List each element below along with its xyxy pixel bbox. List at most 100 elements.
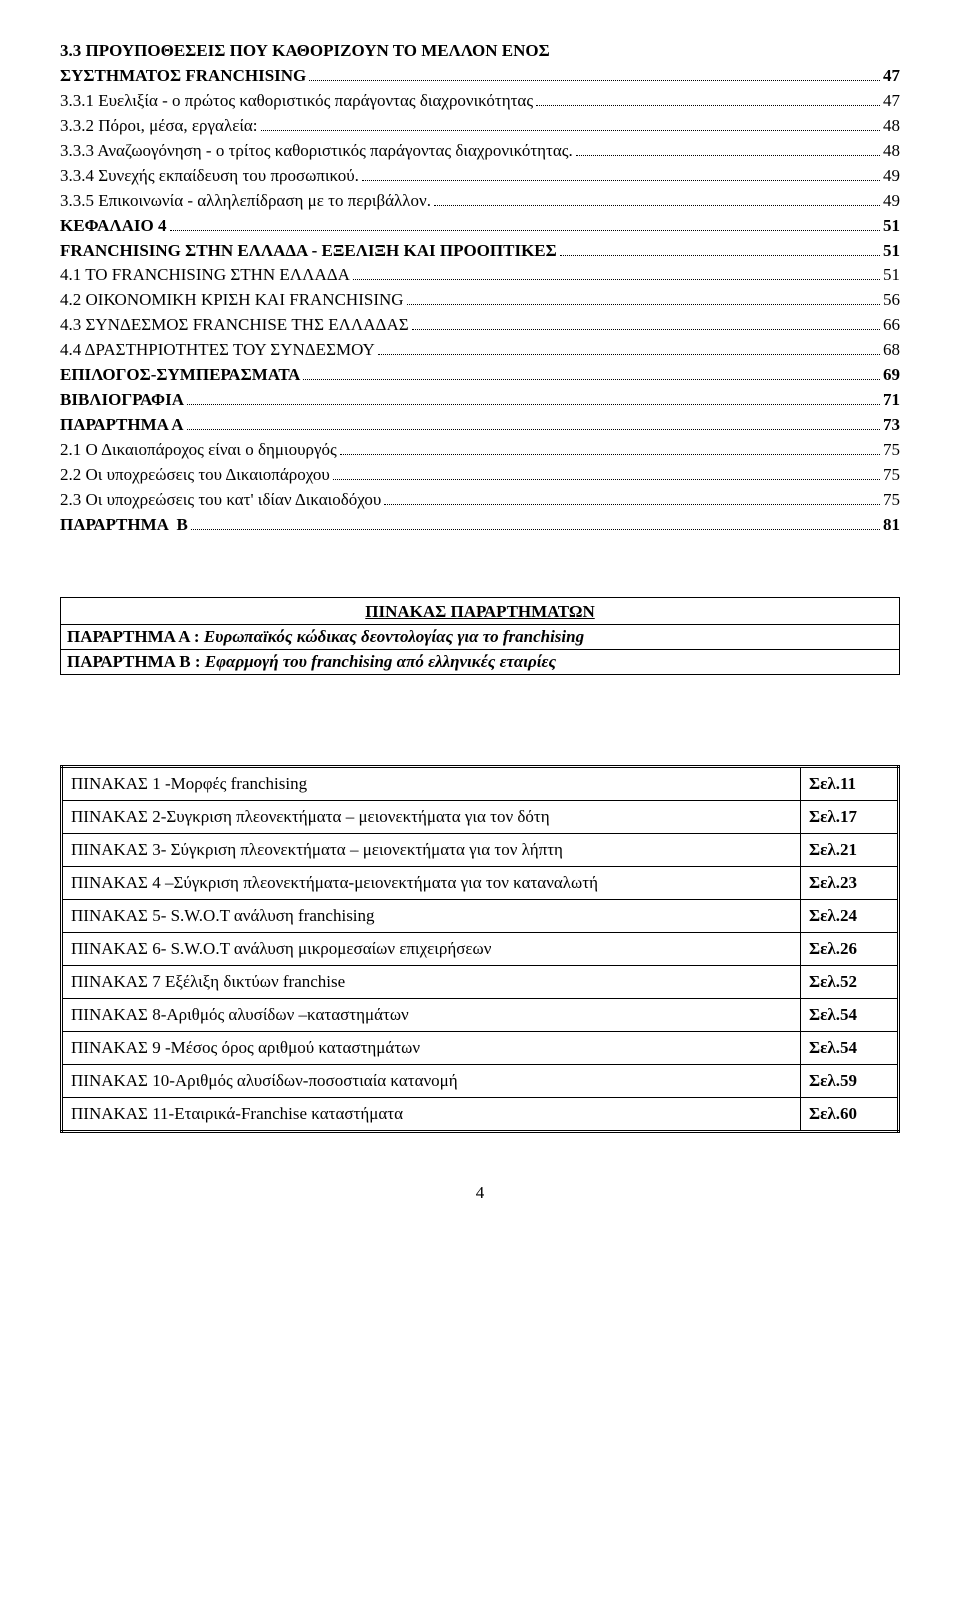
pinakas-page: Σελ.17 bbox=[801, 800, 899, 833]
pinakas-page: Σελ.54 bbox=[801, 998, 899, 1031]
toc-entry-text: ΒΙΒΛΙΟΓΡΑΦΙΑ bbox=[60, 389, 184, 412]
toc-leader-dots bbox=[340, 454, 880, 455]
toc-entry: 4.2 ΟΙΚΟΝΟΜΙΚΗ ΚΡΙΣΗ ΚΑΙ FRANCHISING 56 bbox=[60, 289, 900, 312]
table-row: ΠΙΝΑΚΑΣ 10-Αριθμός αλυσίδων-ποσοστιαία κ… bbox=[62, 1064, 899, 1097]
toc-entry: 2.2 Οι υποχρεώσεις του Δικαιοπάροχου 75 bbox=[60, 464, 900, 487]
toc-entry: ΣΥΣΤΗΜΑΤΟΣ FRANCHISING 47 bbox=[60, 65, 900, 88]
toc-entry-text: ΠΑΡΑΡΤΗΜΑ Β bbox=[60, 514, 188, 537]
toc-entry-page: 75 bbox=[883, 439, 900, 462]
toc-entry: 4.4 ΔΡΑΣΤΗΡΙΟΤΗΤΕΣ ΤΟΥ ΣΥΝΔΕΣΜΟΥ 68 bbox=[60, 339, 900, 362]
toc-entry-text: 3.3 ΠΡΟΥΠΟΘΕΣΕΙΣ ΠΟΥ ΚΑΘΟΡΙΖΟΥΝ ΤΟ ΜΕΛΛΟ… bbox=[60, 40, 900, 63]
toc-entry: ΒΙΒΛΙΟΓΡΑΦΙΑ 71 bbox=[60, 389, 900, 412]
toc-entry-text: ΣΥΣΤΗΜΑΤΟΣ FRANCHISING bbox=[60, 65, 306, 88]
toc-leader-dots bbox=[187, 429, 880, 430]
pinakas-text: ΠΙΝΑΚΑΣ 10-Αριθμός αλυσίδων-ποσοστιαία κ… bbox=[62, 1064, 801, 1097]
pinakas-page: Σελ.21 bbox=[801, 833, 899, 866]
toc-entry-page: 56 bbox=[883, 289, 900, 312]
toc-entry: 4.1 ΤΟ FRANCHISING ΣΤΗΝ ΕΛΛΑΔΑ 51 bbox=[60, 264, 900, 287]
pinakas-page: Σελ.54 bbox=[801, 1031, 899, 1064]
toc-entry-page: 71 bbox=[883, 389, 900, 412]
toc-entry-text: 2.1 Ο Δικαιοπάροχος είναι ο δημιουργός bbox=[60, 439, 337, 462]
toc-entry: FRANCHISING ΣΤΗΝ ΕΛΛΑΔΑ - ΕΞΕΛΙΞΗ ΚΑΙ ΠΡ… bbox=[60, 240, 900, 263]
pinakas-page: Σελ.59 bbox=[801, 1064, 899, 1097]
toc-entry: 2.3 Οι υποχρεώσεις του κατ' ιδίαν Δικαιο… bbox=[60, 489, 900, 512]
toc-leader-dots bbox=[560, 255, 880, 256]
pinakas-text: ΠΙΝΑΚΑΣ 1 -Μορφές franchising bbox=[62, 766, 801, 800]
table-row: ΠΙΝΑΚΑΣ 2-Συγκριση πλεονεκτήματα – μειον… bbox=[62, 800, 899, 833]
toc-entry-page: 49 bbox=[883, 190, 900, 213]
toc-leader-dots bbox=[191, 529, 880, 530]
toc-entry-text: 3.3.2 Πόροι, μέσα, εργαλεία: bbox=[60, 115, 258, 138]
toc-leader-dots bbox=[261, 130, 880, 131]
toc-entry-text: 4.4 ΔΡΑΣΤΗΡΙΟΤΗΤΕΣ ΤΟΥ ΣΥΝΔΕΣΜΟΥ bbox=[60, 339, 375, 362]
toc-leader-dots bbox=[378, 354, 880, 355]
toc-entry-text: 4.1 ΤΟ FRANCHISING ΣΤΗΝ ΕΛΛΑΔΑ bbox=[60, 264, 350, 287]
toc-entry-text: 3.3.3 Αναζωογόνηση - ο τρίτος καθοριστικ… bbox=[60, 140, 573, 163]
pinakas-table: ΠΙΝΑΚΑΣ 1 -Μορφές franchisingΣελ.11ΠΙΝΑΚ… bbox=[60, 765, 900, 1133]
table-row: ΠΙΝΑΚΑΣ 3- Σύγκριση πλεονεκτήματα – μειο… bbox=[62, 833, 899, 866]
toc-entry: 3.3.2 Πόροι, μέσα, εργαλεία: 48 bbox=[60, 115, 900, 138]
toc-leader-dots bbox=[434, 205, 880, 206]
toc-leader-dots bbox=[187, 404, 880, 405]
toc-entry-text: ΠΑΡΑΡΤΗΜΑ Α bbox=[60, 414, 184, 437]
toc-entry-page: 75 bbox=[883, 464, 900, 487]
pinakas-text: ΠΙΝΑΚΑΣ 3- Σύγκριση πλεονεκτήματα – μειο… bbox=[62, 833, 801, 866]
toc-leader-dots bbox=[384, 504, 880, 505]
pinakas-text: ΠΙΝΑΚΑΣ 7 Εξέλιξη δικτύων franchise bbox=[62, 965, 801, 998]
toc-entry: ΚΕΦΑΛΑΙΟ 4 51 bbox=[60, 215, 900, 238]
table-row: ΠΙΝΑΚΑΣ 11-Εταιρικά-Franchise καταστήματ… bbox=[62, 1097, 899, 1131]
pinakas-page: Σελ.24 bbox=[801, 899, 899, 932]
appendix-row-text: Εφαρμογή του franchising από ελληνικές ε… bbox=[201, 652, 557, 671]
toc-entry-text: ΚΕΦΑΛΑΙΟ 4 bbox=[60, 215, 167, 238]
toc-entry: ΕΠΙΛΟΓΟΣ-ΣΥΜΠΕΡΑΣΜΑΤΑ 69 bbox=[60, 364, 900, 387]
appendix-row-label: ΠΑΡΑΡΤΗΜΑ Β : bbox=[67, 652, 201, 671]
toc-entry-page: 48 bbox=[883, 115, 900, 138]
toc-entry-page: 49 bbox=[883, 165, 900, 188]
toc-entry-text: 3.3.5 Επικοινωνία - αλληλεπίδραση με το … bbox=[60, 190, 431, 213]
toc-entry-page: 47 bbox=[883, 90, 900, 113]
pinakas-text: ΠΙΝΑΚΑΣ 11-Εταιρικά-Franchise καταστήματ… bbox=[62, 1097, 801, 1131]
toc-entry: ΠΑΡΑΡΤΗΜΑ Α 73 bbox=[60, 414, 900, 437]
toc-entry-page: 81 bbox=[883, 514, 900, 537]
table-row: ΠΙΝΑΚΑΣ 8-Αριθμός αλυσίδων –καταστημάτων… bbox=[62, 998, 899, 1031]
toc-leader-dots bbox=[576, 155, 880, 156]
table-row: ΠΙΝΑΚΑΣ 1 -Μορφές franchisingΣελ.11 bbox=[62, 766, 899, 800]
toc-entry-page: 69 bbox=[883, 364, 900, 387]
appendix-row-label: ΠΑΡΑΡΤΗΜΑ Α : bbox=[67, 627, 200, 646]
toc-leader-dots bbox=[412, 329, 880, 330]
pinakas-text: ΠΙΝΑΚΑΣ 6- S.W.O.T ανάλυση μικρομεσαίων … bbox=[62, 932, 801, 965]
table-row: ΠΙΝΑΚΑΣ 9 -Μέσος όρος αριθμού καταστημάτ… bbox=[62, 1031, 899, 1064]
toc-entry: ΠΑΡΑΡΤΗΜΑ Β 81 bbox=[60, 514, 900, 537]
toc-entry-page: 51 bbox=[883, 264, 900, 287]
table-row: ΠΙΝΑΚΑΣ 7 Εξέλιξη δικτύων franchiseΣελ.5… bbox=[62, 965, 899, 998]
pinakas-text: ΠΙΝΑΚΑΣ 4 –Σύγκριση πλεονεκτήματα-μειονε… bbox=[62, 866, 801, 899]
toc-entry-text: 4.3 ΣΥΝΔΕΣΜΟΣ FRANCHISE ΤΗΣ ΕΛΛΑΔΑΣ bbox=[60, 314, 409, 337]
toc-leader-dots bbox=[353, 279, 880, 280]
toc-entry-page: 75 bbox=[883, 489, 900, 512]
pinakas-text: ΠΙΝΑΚΑΣ 8-Αριθμός αλυσίδων –καταστημάτων bbox=[62, 998, 801, 1031]
toc-entry-page: 47 bbox=[883, 65, 900, 88]
toc-entry: 3.3.5 Επικοινωνία - αλληλεπίδραση με το … bbox=[60, 190, 900, 213]
appendix-row: ΠΑΡΑΡΤΗΜΑ Β : Εφαρμογή του franchising α… bbox=[61, 649, 899, 674]
pinakas-page: Σελ.11 bbox=[801, 766, 899, 800]
appendix-row-text: Ευρωπαϊκός κώδικας δεοντολογίας για το f… bbox=[200, 627, 585, 646]
toc-leader-dots bbox=[407, 304, 880, 305]
pinakas-page: Σελ.60 bbox=[801, 1097, 899, 1131]
table-of-contents: 3.3 ΠΡΟΥΠΟΘΕΣΕΙΣ ΠΟΥ ΚΑΘΟΡΙΖΟΥΝ ΤΟ ΜΕΛΛΟ… bbox=[60, 40, 900, 537]
pinakas-page: Σελ.23 bbox=[801, 866, 899, 899]
toc-entry-text: 3.3.4 Συνεχής εκπαίδευση του προσωπικού. bbox=[60, 165, 359, 188]
pinakas-page: Σελ.52 bbox=[801, 965, 899, 998]
toc-entry-page: 68 bbox=[883, 339, 900, 362]
toc-leader-dots bbox=[309, 80, 880, 81]
toc-leader-dots bbox=[170, 230, 880, 231]
table-row: ΠΙΝΑΚΑΣ 5- S.W.O.T ανάλυση franchisingΣε… bbox=[62, 899, 899, 932]
toc-entry: 2.1 Ο Δικαιοπάροχος είναι ο δημιουργός 7… bbox=[60, 439, 900, 462]
toc-entry-text: FRANCHISING ΣΤΗΝ ΕΛΛΑΔΑ - ΕΞΕΛΙΞΗ ΚΑΙ ΠΡ… bbox=[60, 240, 557, 263]
pinakas-text: ΠΙΝΑΚΑΣ 5- S.W.O.T ανάλυση franchising bbox=[62, 899, 801, 932]
toc-entry-text: 2.3 Οι υποχρεώσεις του κατ' ιδίαν Δικαιο… bbox=[60, 489, 381, 512]
toc-entry-page: 51 bbox=[883, 240, 900, 263]
toc-entry-text: 2.2 Οι υποχρεώσεις του Δικαιοπάροχου bbox=[60, 464, 330, 487]
toc-entry-page: 73 bbox=[883, 414, 900, 437]
toc-entry-page: 48 bbox=[883, 140, 900, 163]
toc-leader-dots bbox=[303, 379, 880, 380]
